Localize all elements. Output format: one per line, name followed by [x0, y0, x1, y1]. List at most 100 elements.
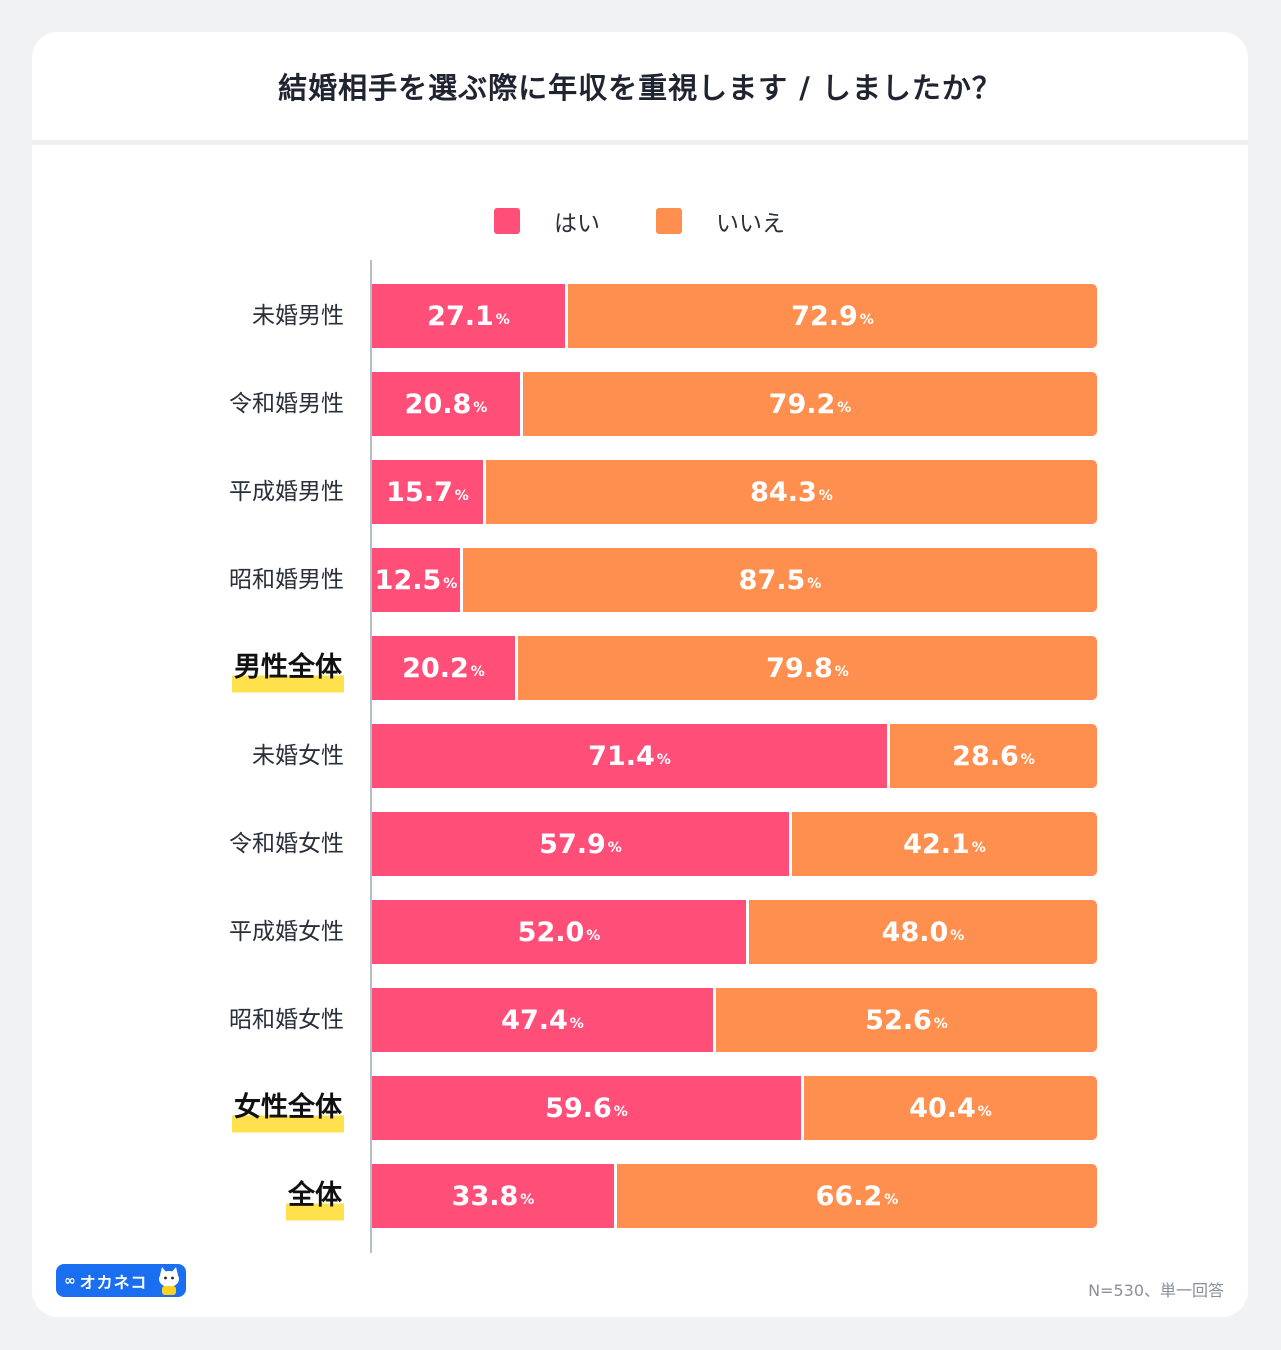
category-label: 男性全体: [232, 636, 344, 700]
bar-yes: 12.5%: [372, 548, 460, 612]
bar-no: 40.4%: [804, 1076, 1097, 1140]
legend-label-yes: はい: [554, 211, 600, 237]
percent-unit: %: [884, 1192, 899, 1208]
bar-row: 女性全体 59.6% 40.4%: [32, 1076, 1248, 1140]
category-label: 未婚男性: [252, 303, 344, 329]
bar-no: 42.1%: [792, 812, 1097, 876]
value-label-no: 87.5: [738, 564, 806, 596]
bar-yes: 20.2%: [372, 636, 515, 700]
percent-unit: %: [977, 1104, 992, 1120]
legend-swatch-no: [656, 208, 682, 234]
bar-no: 66.2%: [617, 1164, 1097, 1228]
bar-yes: 47.4%: [372, 988, 713, 1052]
percent-unit: %: [454, 488, 469, 504]
percent-unit: %: [933, 1016, 948, 1032]
percent-unit: %: [520, 1192, 535, 1208]
category-label: 未婚女性: [252, 743, 344, 769]
bar-yes: 33.8%: [372, 1164, 614, 1228]
percent-unit: %: [818, 488, 833, 504]
percent-unit: %: [473, 400, 488, 416]
category-label: 全体: [286, 1164, 344, 1228]
bar-yes: 15.7%: [372, 460, 483, 524]
cat-mascot-icon: [159, 1267, 179, 1295]
percent-unit: %: [656, 752, 671, 768]
percent-unit: %: [1020, 752, 1035, 768]
bar-yes: 52.0%: [372, 900, 746, 964]
value-label-no: 28.6: [952, 740, 1019, 772]
bar-row: 全体 33.8% 66.2%: [32, 1164, 1248, 1228]
title-band: 結婚相手を選ぶ際に年収を重視します / しましたか？: [32, 32, 1248, 145]
bar-no: 48.0%: [749, 900, 1097, 964]
value-label-yes: 27.1: [427, 300, 494, 332]
value-label-no: 79.8: [766, 652, 833, 684]
category-label: 令和婚男性: [229, 391, 344, 417]
percent-unit: %: [859, 312, 874, 328]
category-label: 平成婚男性: [229, 479, 344, 505]
infinity-icon: ∞: [64, 1272, 76, 1289]
legend: はい いいえ: [32, 204, 1248, 237]
bar-yes: 57.9%: [372, 812, 789, 876]
percent-unit: %: [495, 312, 510, 328]
bar-row: 令和婚男性 20.8% 79.2%: [32, 372, 1248, 436]
percent-unit: %: [837, 400, 852, 416]
value-label-no: 40.4: [909, 1092, 976, 1124]
bar-no: 84.3%: [486, 460, 1097, 524]
bar-yes: 59.6%: [372, 1076, 801, 1140]
category-axis-line: [370, 260, 372, 1253]
value-label-no: 79.2: [768, 388, 836, 420]
value-label-yes: 15.7: [386, 476, 453, 508]
okaneko-logo: ∞ オカネコ: [56, 1264, 186, 1297]
percent-unit: %: [613, 1104, 628, 1120]
bar-yes: 20.8%: [372, 372, 520, 436]
bar-row: 令和婚女性 57.9% 42.1%: [32, 812, 1248, 876]
bar-row: 未婚女性 71.4% 28.6%: [32, 724, 1248, 788]
percent-unit: %: [971, 840, 986, 856]
bar-no: 79.8%: [518, 636, 1097, 700]
chart-card: 結婚相手を選ぶ際に年収を重視します / しましたか？ はい いいえ 未婚男性 27…: [32, 32, 1248, 1317]
bar-row: 男性全体 20.2% 79.8%: [32, 636, 1248, 700]
value-label-yes: 59.6: [545, 1092, 612, 1124]
value-label-no: 84.3: [750, 476, 817, 508]
percent-unit: %: [607, 840, 622, 856]
percent-unit: %: [586, 928, 601, 944]
value-label-yes: 52.0: [517, 916, 585, 948]
percent-unit: %: [834, 664, 849, 680]
value-label-no: 52.6: [865, 1004, 932, 1036]
value-label-yes: 33.8: [451, 1180, 519, 1212]
legend-item-yes: はい: [494, 204, 600, 238]
category-label: 平成婚女性: [229, 919, 344, 945]
bar-row: 昭和婚女性 47.4% 52.6%: [32, 988, 1248, 1052]
bar-no: 72.9%: [568, 284, 1097, 348]
category-label: 昭和婚男性: [229, 567, 344, 593]
category-label: 女性全体: [232, 1076, 344, 1140]
category-label: 令和婚女性: [229, 831, 344, 857]
bar-no: 52.6%: [716, 988, 1097, 1052]
percent-unit: %: [950, 928, 965, 944]
legend-label-no: いいえ: [716, 211, 785, 237]
bar-row: 平成婚女性 52.0% 48.0%: [32, 900, 1248, 964]
percent-unit: %: [470, 664, 485, 680]
value-label-yes: 71.4: [588, 740, 655, 772]
sample-note: N=530、単一回答: [1088, 1281, 1224, 1300]
legend-item-no: いいえ: [656, 204, 785, 238]
value-label-yes: 57.9: [539, 828, 606, 860]
bar-yes: 71.4%: [372, 724, 887, 788]
bar-yes: 27.1%: [372, 284, 565, 348]
bar-row: 未婚男性 27.1% 72.9%: [32, 284, 1248, 348]
value-label-no: 48.0: [881, 916, 949, 948]
logo-text: オカネコ: [79, 1272, 148, 1292]
bar-no: 79.2%: [523, 372, 1097, 436]
category-label: 昭和婚女性: [229, 1007, 344, 1033]
value-label-yes: 20.8: [404, 388, 472, 420]
value-label-yes: 12.5: [374, 564, 442, 596]
value-label-yes: 20.2: [402, 652, 469, 684]
bar-row: 昭和婚男性 12.5% 87.5%: [32, 548, 1248, 612]
bar-no: 28.6%: [890, 724, 1097, 788]
chart-title: 結婚相手を選ぶ際に年収を重視します / しましたか？: [278, 71, 1002, 105]
value-label-no: 42.1: [903, 828, 970, 860]
percent-unit: %: [443, 576, 458, 592]
bar-no: 87.5%: [463, 548, 1097, 612]
bar-row: 平成婚男性 15.7% 84.3%: [32, 460, 1248, 524]
legend-swatch-yes: [494, 208, 520, 234]
value-label-no: 66.2: [815, 1180, 883, 1212]
